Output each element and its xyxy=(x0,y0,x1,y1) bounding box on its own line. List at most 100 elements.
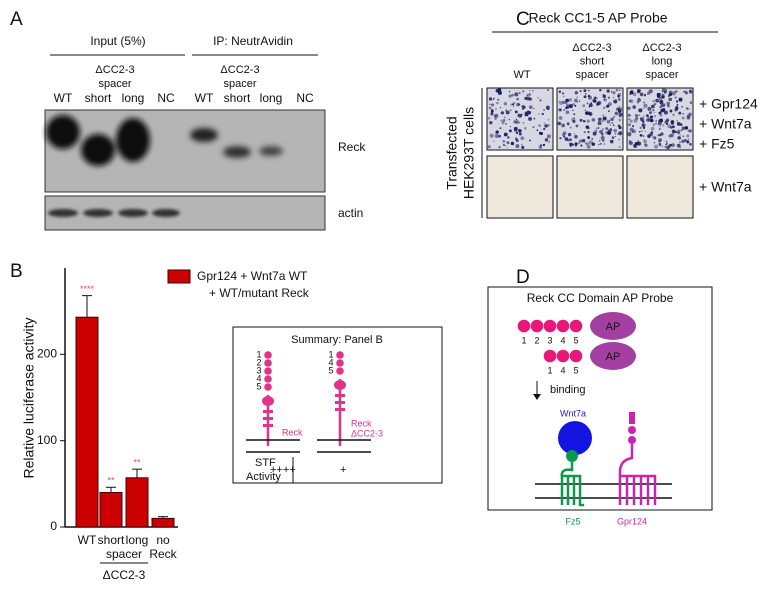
stain-dot xyxy=(568,142,573,146)
panel-letter: D xyxy=(516,267,530,288)
stain-dot xyxy=(518,121,521,124)
stain-dot xyxy=(633,118,638,123)
stain-dot xyxy=(655,122,657,125)
stain-dot xyxy=(526,96,531,101)
stain-dot xyxy=(676,143,681,148)
stain-dot xyxy=(545,105,550,110)
stain-dot xyxy=(539,131,543,135)
domain xyxy=(336,351,344,359)
stain-dot xyxy=(503,132,508,137)
stain-dot xyxy=(516,114,520,117)
stain-dot xyxy=(655,120,658,122)
cc-domain xyxy=(569,319,583,333)
stain-dot xyxy=(653,111,656,114)
stain-dot xyxy=(659,103,662,105)
stain-dot xyxy=(659,118,664,123)
stain-dot xyxy=(675,100,679,103)
panel-b: B Relative luciferase activity 0 100 200 **… xyxy=(10,261,310,582)
stain-dot xyxy=(632,125,635,128)
stain-dot xyxy=(521,145,525,149)
stain-dot xyxy=(674,130,678,134)
stain-dot xyxy=(489,121,493,125)
stain-dot xyxy=(586,102,589,105)
domain-number: 4 xyxy=(328,357,333,367)
stain-dot xyxy=(567,123,570,126)
stain-dot xyxy=(487,116,491,120)
column-label: long xyxy=(652,55,673,67)
stain-dot xyxy=(605,127,608,130)
domain-number: 1 xyxy=(521,335,526,345)
stain-dot xyxy=(513,120,517,124)
stain-dot xyxy=(528,105,533,109)
stain-dot xyxy=(643,139,645,141)
x-tick-label: Reck xyxy=(149,547,177,561)
stain-dot xyxy=(561,123,566,128)
stain-dot xyxy=(658,142,662,146)
stain-dot xyxy=(676,104,678,106)
stain-dot xyxy=(644,143,648,147)
stain-dot xyxy=(648,116,650,119)
stain-dot xyxy=(611,136,614,138)
stain-dot xyxy=(612,96,615,99)
domain-number: 4 xyxy=(256,373,261,383)
band xyxy=(190,128,218,142)
column-label: short xyxy=(580,55,604,67)
stain-dot xyxy=(593,96,597,99)
band xyxy=(116,118,150,162)
stain-dot xyxy=(676,120,678,122)
stain-dot xyxy=(584,142,587,145)
stain-dot xyxy=(491,103,494,107)
stain-dot xyxy=(528,93,532,96)
stain-dot xyxy=(584,93,587,95)
stain-dot xyxy=(612,124,615,127)
stain-dot xyxy=(601,133,604,136)
band xyxy=(223,146,251,158)
significance: ** xyxy=(107,476,115,486)
stain-dot xyxy=(619,116,621,118)
row-label: + Wnt7a xyxy=(699,116,752,132)
stain-dot xyxy=(614,111,619,116)
summary-box xyxy=(232,326,443,484)
stain-dot xyxy=(561,100,564,103)
stain-dot xyxy=(659,133,662,136)
stain-dot xyxy=(536,129,539,132)
stain-dot xyxy=(629,90,634,95)
stain-dot xyxy=(686,116,691,120)
stain-dot xyxy=(588,103,593,108)
gpr-body xyxy=(618,444,657,505)
stain-dot xyxy=(574,144,578,147)
domain-number: 5 xyxy=(573,365,578,375)
lane-labels: WT short long NC WT short long NC xyxy=(54,91,314,105)
stain-dot xyxy=(524,114,527,117)
stain-dot xyxy=(510,103,513,106)
stain-dot xyxy=(528,116,533,121)
stain-dot xyxy=(613,128,618,133)
domain-number: 3 xyxy=(256,365,261,375)
domain-number: 4 xyxy=(560,365,565,375)
stain-dot xyxy=(671,125,675,129)
bar xyxy=(75,316,99,528)
stain-dot xyxy=(606,119,611,124)
stain-dot xyxy=(581,139,586,143)
stain-dot xyxy=(613,115,616,119)
stain-dot xyxy=(618,118,621,122)
stain-dot xyxy=(658,128,661,130)
stain-dot xyxy=(681,139,685,143)
domain xyxy=(336,359,344,367)
domain xyxy=(264,351,272,359)
stain-dot xyxy=(670,111,673,113)
stain-dot xyxy=(641,123,646,128)
stain-dot xyxy=(628,140,633,145)
stain-dot xyxy=(493,114,498,119)
stain-dot xyxy=(518,113,523,118)
stain-dot xyxy=(638,114,641,117)
reck-label: Reck xyxy=(351,418,372,428)
stain-dot xyxy=(502,118,506,122)
gpr-icon xyxy=(628,436,636,444)
stain-dot xyxy=(513,105,515,108)
cc-domain xyxy=(530,319,544,333)
stain-dot xyxy=(575,124,579,128)
stain-dot xyxy=(618,131,623,136)
stain-dot xyxy=(618,89,621,92)
stain-dot xyxy=(543,122,546,124)
